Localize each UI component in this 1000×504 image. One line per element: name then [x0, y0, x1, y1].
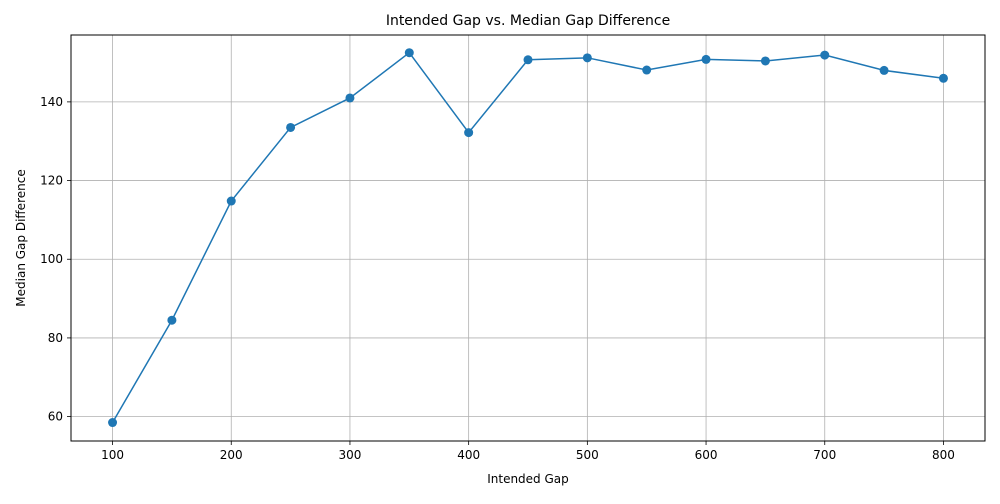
data-point: [760, 56, 770, 66]
y-tick-label: 80: [48, 331, 63, 345]
data-point: [286, 122, 296, 132]
y-axis-label: Median Gap Difference: [14, 169, 28, 306]
series-layer: [108, 48, 948, 428]
x-axis-label: Intended Gap: [487, 472, 569, 486]
data-point: [820, 50, 830, 60]
data-point: [582, 53, 592, 63]
y-tick-label: 100: [40, 252, 63, 266]
x-tick-label: 600: [695, 448, 718, 462]
y-tick-label: 140: [40, 95, 63, 109]
grid: [71, 35, 985, 441]
data-point: [108, 418, 118, 428]
data-point: [345, 93, 355, 103]
chart-title: Intended Gap vs. Median Gap Difference: [386, 13, 670, 29]
x-tick-label: 400: [457, 448, 480, 462]
x-tick-label: 700: [813, 448, 836, 462]
data-point: [938, 73, 948, 83]
series-line: [111, 51, 944, 423]
x-tick-label: 500: [576, 448, 599, 462]
data-point: [464, 128, 474, 138]
data-point: [701, 54, 711, 64]
plot-frame: [70, 34, 986, 442]
data-point: [167, 315, 177, 325]
y-tick-label: 60: [48, 410, 63, 424]
data-point: [226, 196, 236, 206]
data-point: [404, 48, 414, 58]
y-axis-ticks: 60 80 100 120 140: [40, 95, 71, 424]
data-point: [642, 65, 652, 75]
y-tick-label: 120: [40, 174, 63, 188]
x-tick-label: 100: [101, 448, 124, 462]
x-axis-ticks: 100 200 300 400 500 600 700 800: [101, 441, 955, 462]
data-point: [879, 65, 889, 75]
x-tick-label: 300: [338, 448, 361, 462]
x-tick-label: 800: [932, 448, 955, 462]
data-point: [523, 55, 533, 65]
x-tick-label: 200: [220, 448, 243, 462]
